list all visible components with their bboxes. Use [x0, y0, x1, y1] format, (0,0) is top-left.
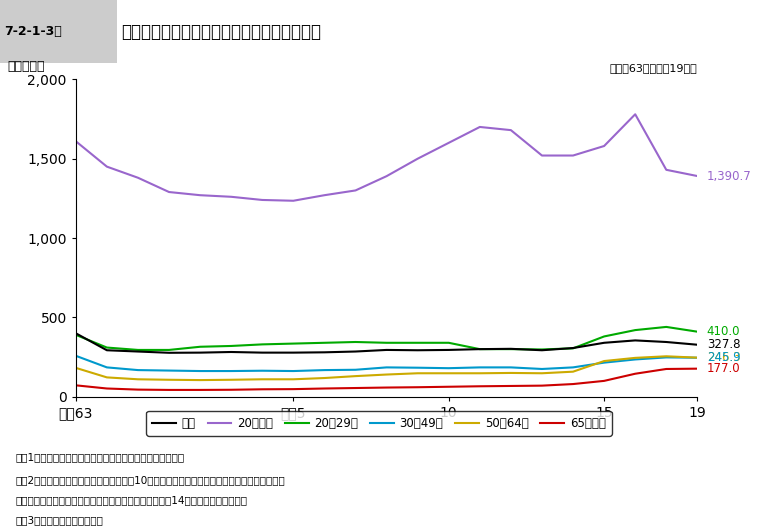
Text: 327.8: 327.8 [706, 338, 740, 351]
FancyBboxPatch shape [0, 0, 117, 63]
Text: ただし，総数の人口比の算出に用いた人口は，14歳以上の人口である。: ただし，総数の人口比の算出に用いた人口は，14歳以上の人口である。 [15, 495, 247, 505]
Text: 2　「人口比」とは，当該年齢層人口10万人当たりの一般刑法犯検挙人員の比率をいう。: 2 「人口比」とは，当該年齢層人口10万人当たりの一般刑法犯検挙人員の比率をいう… [15, 475, 285, 485]
Text: 7-2-1-3図: 7-2-1-3図 [4, 25, 61, 38]
Text: 注　1　警察庁の統計及び総務省統計局の人口資料による。: 注 1 警察庁の統計及び総務省統計局の人口資料による。 [15, 452, 184, 462]
Text: 245.9: 245.9 [706, 351, 741, 364]
Legend: 総数, 20歳未満, 20〜29歳, 30〜49歳, 50〜64歳, 65歳以上: 総数, 20歳未満, 20〜29歳, 30〜49歳, 50〜64歳, 65歳以上 [146, 411, 612, 435]
Text: 177.0: 177.0 [706, 362, 741, 375]
Y-axis label: （人口比）: （人口比） [8, 60, 45, 73]
Text: 246.3: 246.3 [706, 351, 741, 364]
Text: 410.0: 410.0 [706, 325, 740, 338]
Text: （昭和63年〜平成19年）: （昭和63年〜平成19年） [609, 63, 697, 73]
Text: 3　犯行時の年齢による。: 3 犯行時の年齢による。 [15, 515, 103, 525]
Text: 1,390.7: 1,390.7 [706, 170, 751, 183]
FancyBboxPatch shape [117, 0, 758, 63]
Text: 一般刑法犯検挙人員の年齢層別人口比の推移: 一般刑法犯検挙人員の年齢層別人口比の推移 [121, 23, 321, 41]
